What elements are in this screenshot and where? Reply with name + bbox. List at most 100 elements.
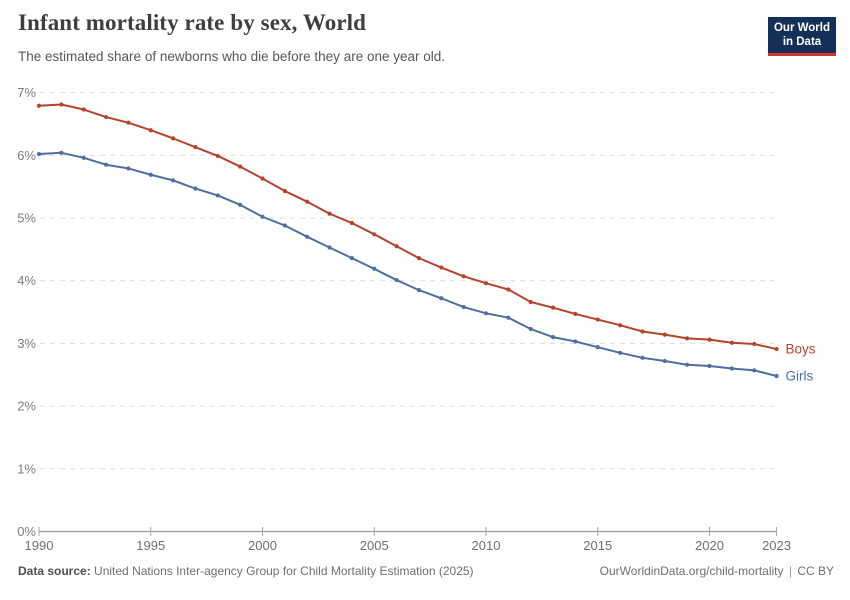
data-source-text: United Nations Inter-agency Group for Ch… bbox=[94, 564, 474, 578]
x-tick-label: 1995 bbox=[136, 538, 165, 553]
data-point-boys bbox=[416, 256, 422, 261]
x-tick-label: 2015 bbox=[583, 538, 612, 553]
y-tick-label: 4% bbox=[17, 273, 36, 288]
data-point-girls bbox=[618, 350, 623, 355]
series-label-boys: Boys bbox=[786, 342, 816, 357]
page-title: Infant mortality rate by sex, World bbox=[18, 10, 367, 35]
data-point-girls bbox=[193, 186, 198, 191]
data-point-boys bbox=[439, 265, 444, 270]
data-point-girls bbox=[662, 358, 667, 364]
data-point-girls bbox=[103, 162, 109, 167]
owid-logo-line1: Our World bbox=[773, 22, 830, 34]
data-point-girls bbox=[81, 155, 86, 160]
y-tick-label: 5% bbox=[17, 211, 36, 226]
data-point-girls bbox=[528, 326, 533, 332]
data-point-girls bbox=[215, 193, 220, 198]
data-point-boys bbox=[483, 281, 489, 286]
data-point-girls bbox=[506, 315, 511, 320]
x-tick-label: 2010 bbox=[472, 538, 501, 553]
data-source: Data source: United Nations Inter-agency… bbox=[18, 564, 474, 578]
y-tick-label: 3% bbox=[17, 336, 36, 351]
data-point-boys bbox=[103, 114, 109, 120]
data-point-boys bbox=[305, 199, 310, 204]
data-point-boys bbox=[506, 287, 511, 292]
data-point-girls bbox=[394, 277, 399, 283]
data-point-boys bbox=[394, 244, 399, 249]
data-point-boys bbox=[729, 340, 734, 345]
data-point-boys bbox=[260, 176, 265, 181]
data-point-boys bbox=[126, 120, 131, 125]
data-source-label: Data source: bbox=[18, 564, 91, 578]
x-tick-label: 2005 bbox=[360, 538, 389, 553]
data-point-boys bbox=[707, 337, 712, 342]
data-point-girls bbox=[573, 339, 578, 344]
data-point-girls bbox=[550, 335, 556, 340]
data-point-boys bbox=[752, 341, 757, 347]
series-line-girls bbox=[38, 151, 778, 378]
data-point-boys bbox=[193, 145, 198, 150]
data-point-girls bbox=[171, 178, 176, 183]
data-point-girls bbox=[752, 368, 757, 373]
data-point-boys bbox=[327, 211, 332, 216]
data-point-girls bbox=[461, 304, 466, 310]
data-point-girls bbox=[282, 223, 287, 228]
data-point-boys bbox=[595, 317, 600, 322]
y-tick-label: 7% bbox=[17, 85, 36, 100]
data-point-girls bbox=[707, 363, 712, 369]
data-point-boys bbox=[148, 128, 153, 133]
data-point-boys bbox=[171, 136, 176, 141]
y-tick-label: 6% bbox=[17, 148, 36, 163]
data-point-girls bbox=[126, 166, 131, 171]
data-point-boys bbox=[372, 232, 377, 237]
data-point-boys bbox=[282, 188, 287, 194]
data-point-boys bbox=[685, 336, 690, 341]
data-point-girls bbox=[774, 373, 779, 379]
data-point-girls bbox=[59, 150, 64, 155]
chart-subtitle: The estimated share of newborns who die … bbox=[18, 49, 446, 64]
data-point-boys bbox=[774, 346, 779, 352]
owid-url: OurWorldinData.org/child-mortality bbox=[599, 564, 784, 578]
data-point-boys bbox=[550, 305, 556, 310]
data-point-boys bbox=[461, 274, 466, 279]
data-point-boys bbox=[618, 323, 623, 328]
license-label: CC BY bbox=[797, 564, 834, 578]
data-point-boys bbox=[36, 103, 42, 108]
series-label-girls: Girls bbox=[786, 369, 814, 384]
data-point-girls bbox=[416, 288, 422, 293]
data-point-girls bbox=[238, 202, 243, 207]
data-point-girls bbox=[640, 355, 645, 360]
owid-logo-line2: in Data bbox=[782, 35, 822, 48]
footer-separator: | bbox=[788, 564, 792, 578]
data-point-girls bbox=[36, 151, 42, 157]
data-point-boys bbox=[215, 153, 220, 159]
data-point-boys bbox=[573, 311, 578, 317]
data-point-boys bbox=[81, 107, 86, 112]
x-tick-label: 2000 bbox=[248, 538, 277, 553]
owid-logo: Our World in Data bbox=[768, 17, 836, 57]
y-tick-label: 2% bbox=[17, 399, 36, 414]
data-point-girls bbox=[327, 245, 332, 250]
y-tick-label: 1% bbox=[17, 461, 36, 476]
data-point-girls bbox=[349, 256, 354, 261]
data-point-boys bbox=[59, 102, 64, 107]
data-point-boys bbox=[640, 329, 645, 334]
x-tick-label: 2020 bbox=[695, 538, 724, 553]
data-point-girls bbox=[372, 266, 377, 271]
chart-footer: Data source: United Nations Inter-agency… bbox=[18, 564, 834, 578]
data-point-girls bbox=[260, 214, 265, 219]
x-tick-label: 1990 bbox=[25, 538, 54, 553]
data-point-girls bbox=[439, 296, 444, 301]
data-point-girls bbox=[483, 311, 489, 316]
x-tick-label: 2023 bbox=[762, 538, 791, 553]
data-point-girls bbox=[729, 366, 734, 371]
y-tick-label: 0% bbox=[17, 524, 36, 539]
data-point-boys bbox=[662, 332, 667, 337]
data-point-boys bbox=[528, 299, 533, 305]
line-chart: 0% 1% 2% 3% 4% 5% 6% 7% 1990 1995 2000 2005 2010 2015… bbox=[17, 85, 816, 553]
data-point-boys bbox=[349, 220, 354, 226]
series-line-boys bbox=[38, 103, 778, 351]
data-point-girls bbox=[685, 362, 690, 367]
data-point-girls bbox=[305, 234, 310, 239]
data-point-girls bbox=[595, 345, 600, 350]
